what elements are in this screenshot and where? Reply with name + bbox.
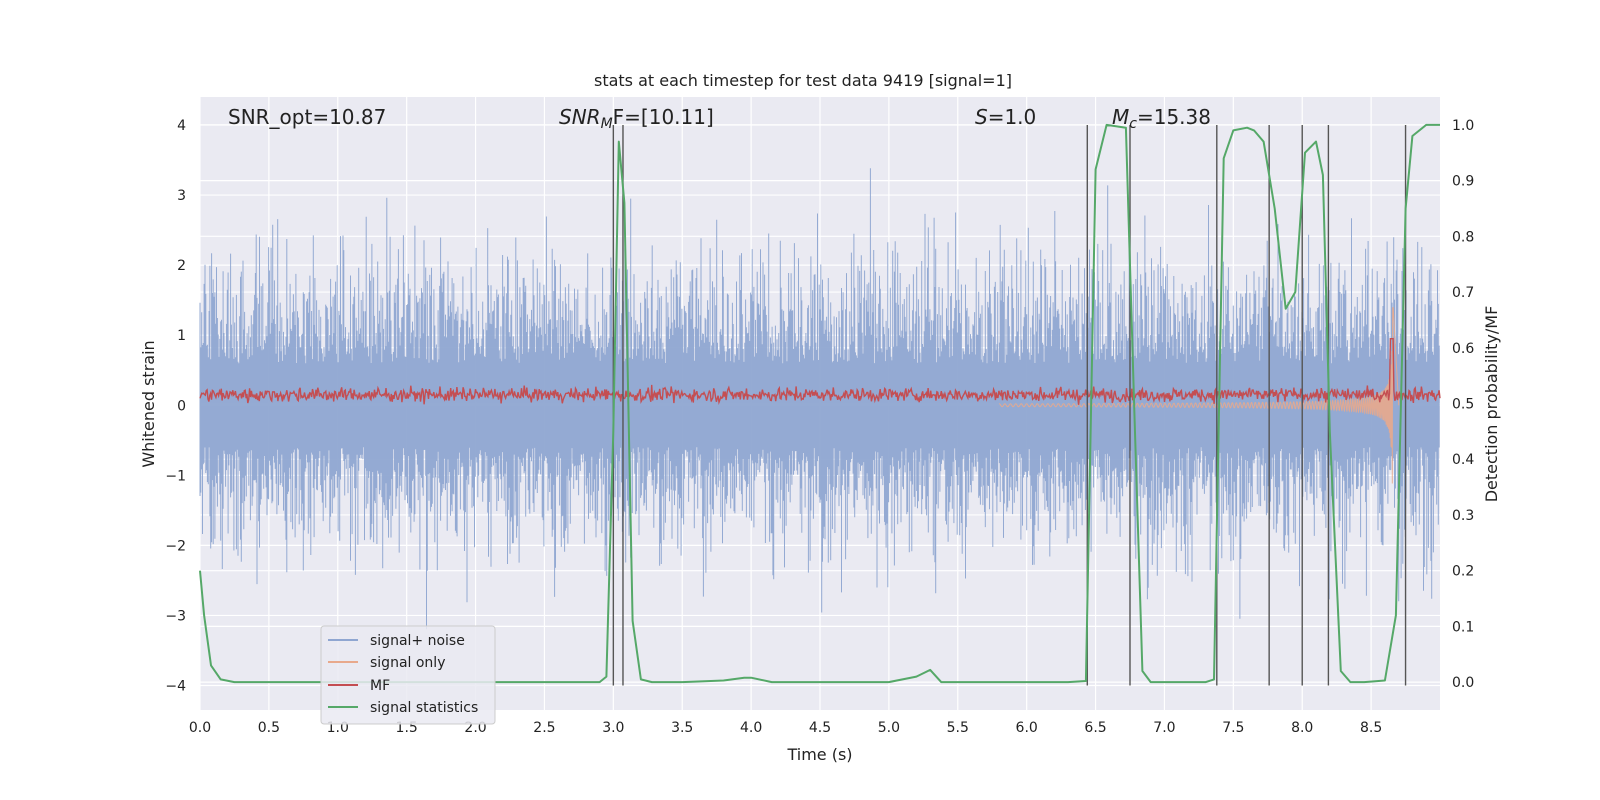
x-axis-label: Time (s) (786, 745, 852, 764)
signal-only-series (998, 307, 1400, 484)
y-right-tick-label: 0.2 (1452, 564, 1474, 580)
x-tick-label: 5.0 (878, 720, 900, 736)
x-tick-label: 7.5 (1222, 720, 1244, 736)
mf-series (199, 338, 1441, 405)
y-left-tick-label: 2 (177, 258, 186, 274)
legend-label: signal statistics (370, 700, 478, 716)
annotation-s: S=1.0 (975, 105, 1036, 129)
x-tick-label: 6.5 (1084, 720, 1106, 736)
x-tick-label: 3.5 (671, 720, 693, 736)
y-left-tick-label: 3 (177, 188, 186, 204)
x-tick-label: 5.5 (947, 720, 969, 736)
y-right-tick-label: 0.8 (1452, 229, 1474, 245)
y-right-tick-label: 0.1 (1452, 619, 1474, 635)
x-tick-label: 4.5 (809, 720, 831, 736)
y-left-tick-label: −3 (165, 608, 186, 624)
y-right-tick-label: 0.0 (1452, 675, 1474, 691)
y-left-tick-label: −2 (165, 538, 186, 554)
signal-statistics-series (199, 123, 1440, 684)
legend-box (320, 625, 496, 725)
legend: signal+ noise signal only MF signal stat… (320, 625, 496, 725)
legend-entry: signal+ noise (328, 633, 465, 649)
y-left-tick-label: 0 (177, 398, 186, 414)
x-tick-label: 0.0 (189, 720, 211, 736)
y-right-tick-label: 0.4 (1452, 452, 1474, 468)
y-right-tick-label: 0.9 (1452, 174, 1474, 190)
legend-entry: signal statistics (328, 700, 478, 716)
legend-entry: signal only (328, 655, 445, 671)
legend-entry: MF (328, 678, 390, 694)
y-left-tick-label: 4 (177, 118, 186, 134)
y-axis-right-ticks: 1.0 0.9 0.8 0.7 0.6 0.5 0.4 0.3 0.2 0.1 0.0 (1452, 118, 1474, 691)
x-tick-label: 8.0 (1291, 720, 1313, 736)
legend-label: MF (370, 678, 390, 694)
x-tick-label: 4.0 (740, 720, 762, 736)
signal-only-line (998, 307, 1400, 484)
y-right-tick-label: 0.7 (1452, 285, 1474, 301)
x-tick-label: 3.0 (602, 720, 624, 736)
y-left-tick-label: −1 (165, 468, 186, 484)
y-axis-left-label: Whitened strain (139, 340, 158, 467)
legend-label: signal+ noise (370, 633, 465, 649)
legend-label: signal only (370, 655, 445, 671)
y-axis-left-ticks: 4 3 2 1 0 −1 −2 −3 −4 (165, 118, 186, 694)
y-left-tick-label: 1 (177, 328, 186, 344)
x-tick-label: 6.0 (1016, 720, 1038, 736)
signal-statistics-line (199, 123, 1440, 684)
annotation-snr-mf: SNRMF=[10.11] (559, 105, 714, 132)
y-right-tick-label: 0.5 (1452, 397, 1474, 413)
annotation-snr-opt: SNR_opt=10.87 (228, 105, 386, 129)
y-right-tick-label: 0.3 (1452, 508, 1474, 524)
y-left-tick-label: −4 (165, 678, 186, 694)
x-tick-label: 2.5 (533, 720, 555, 736)
y-right-tick-label: 0.6 (1452, 341, 1474, 357)
annotation-mc: Mc=15.38 (1112, 105, 1211, 132)
x-tick-label: 7.0 (1153, 720, 1175, 736)
x-tick-label: 8.5 (1360, 720, 1382, 736)
y-right-tick-label: 1.0 (1452, 118, 1474, 134)
mf-line (199, 338, 1441, 405)
chart-title: stats at each timestep for test data 941… (594, 71, 1012, 90)
y-axis-right-label: Detection probability/MF (1482, 306, 1501, 503)
x-tick-label: 0.5 (258, 720, 280, 736)
